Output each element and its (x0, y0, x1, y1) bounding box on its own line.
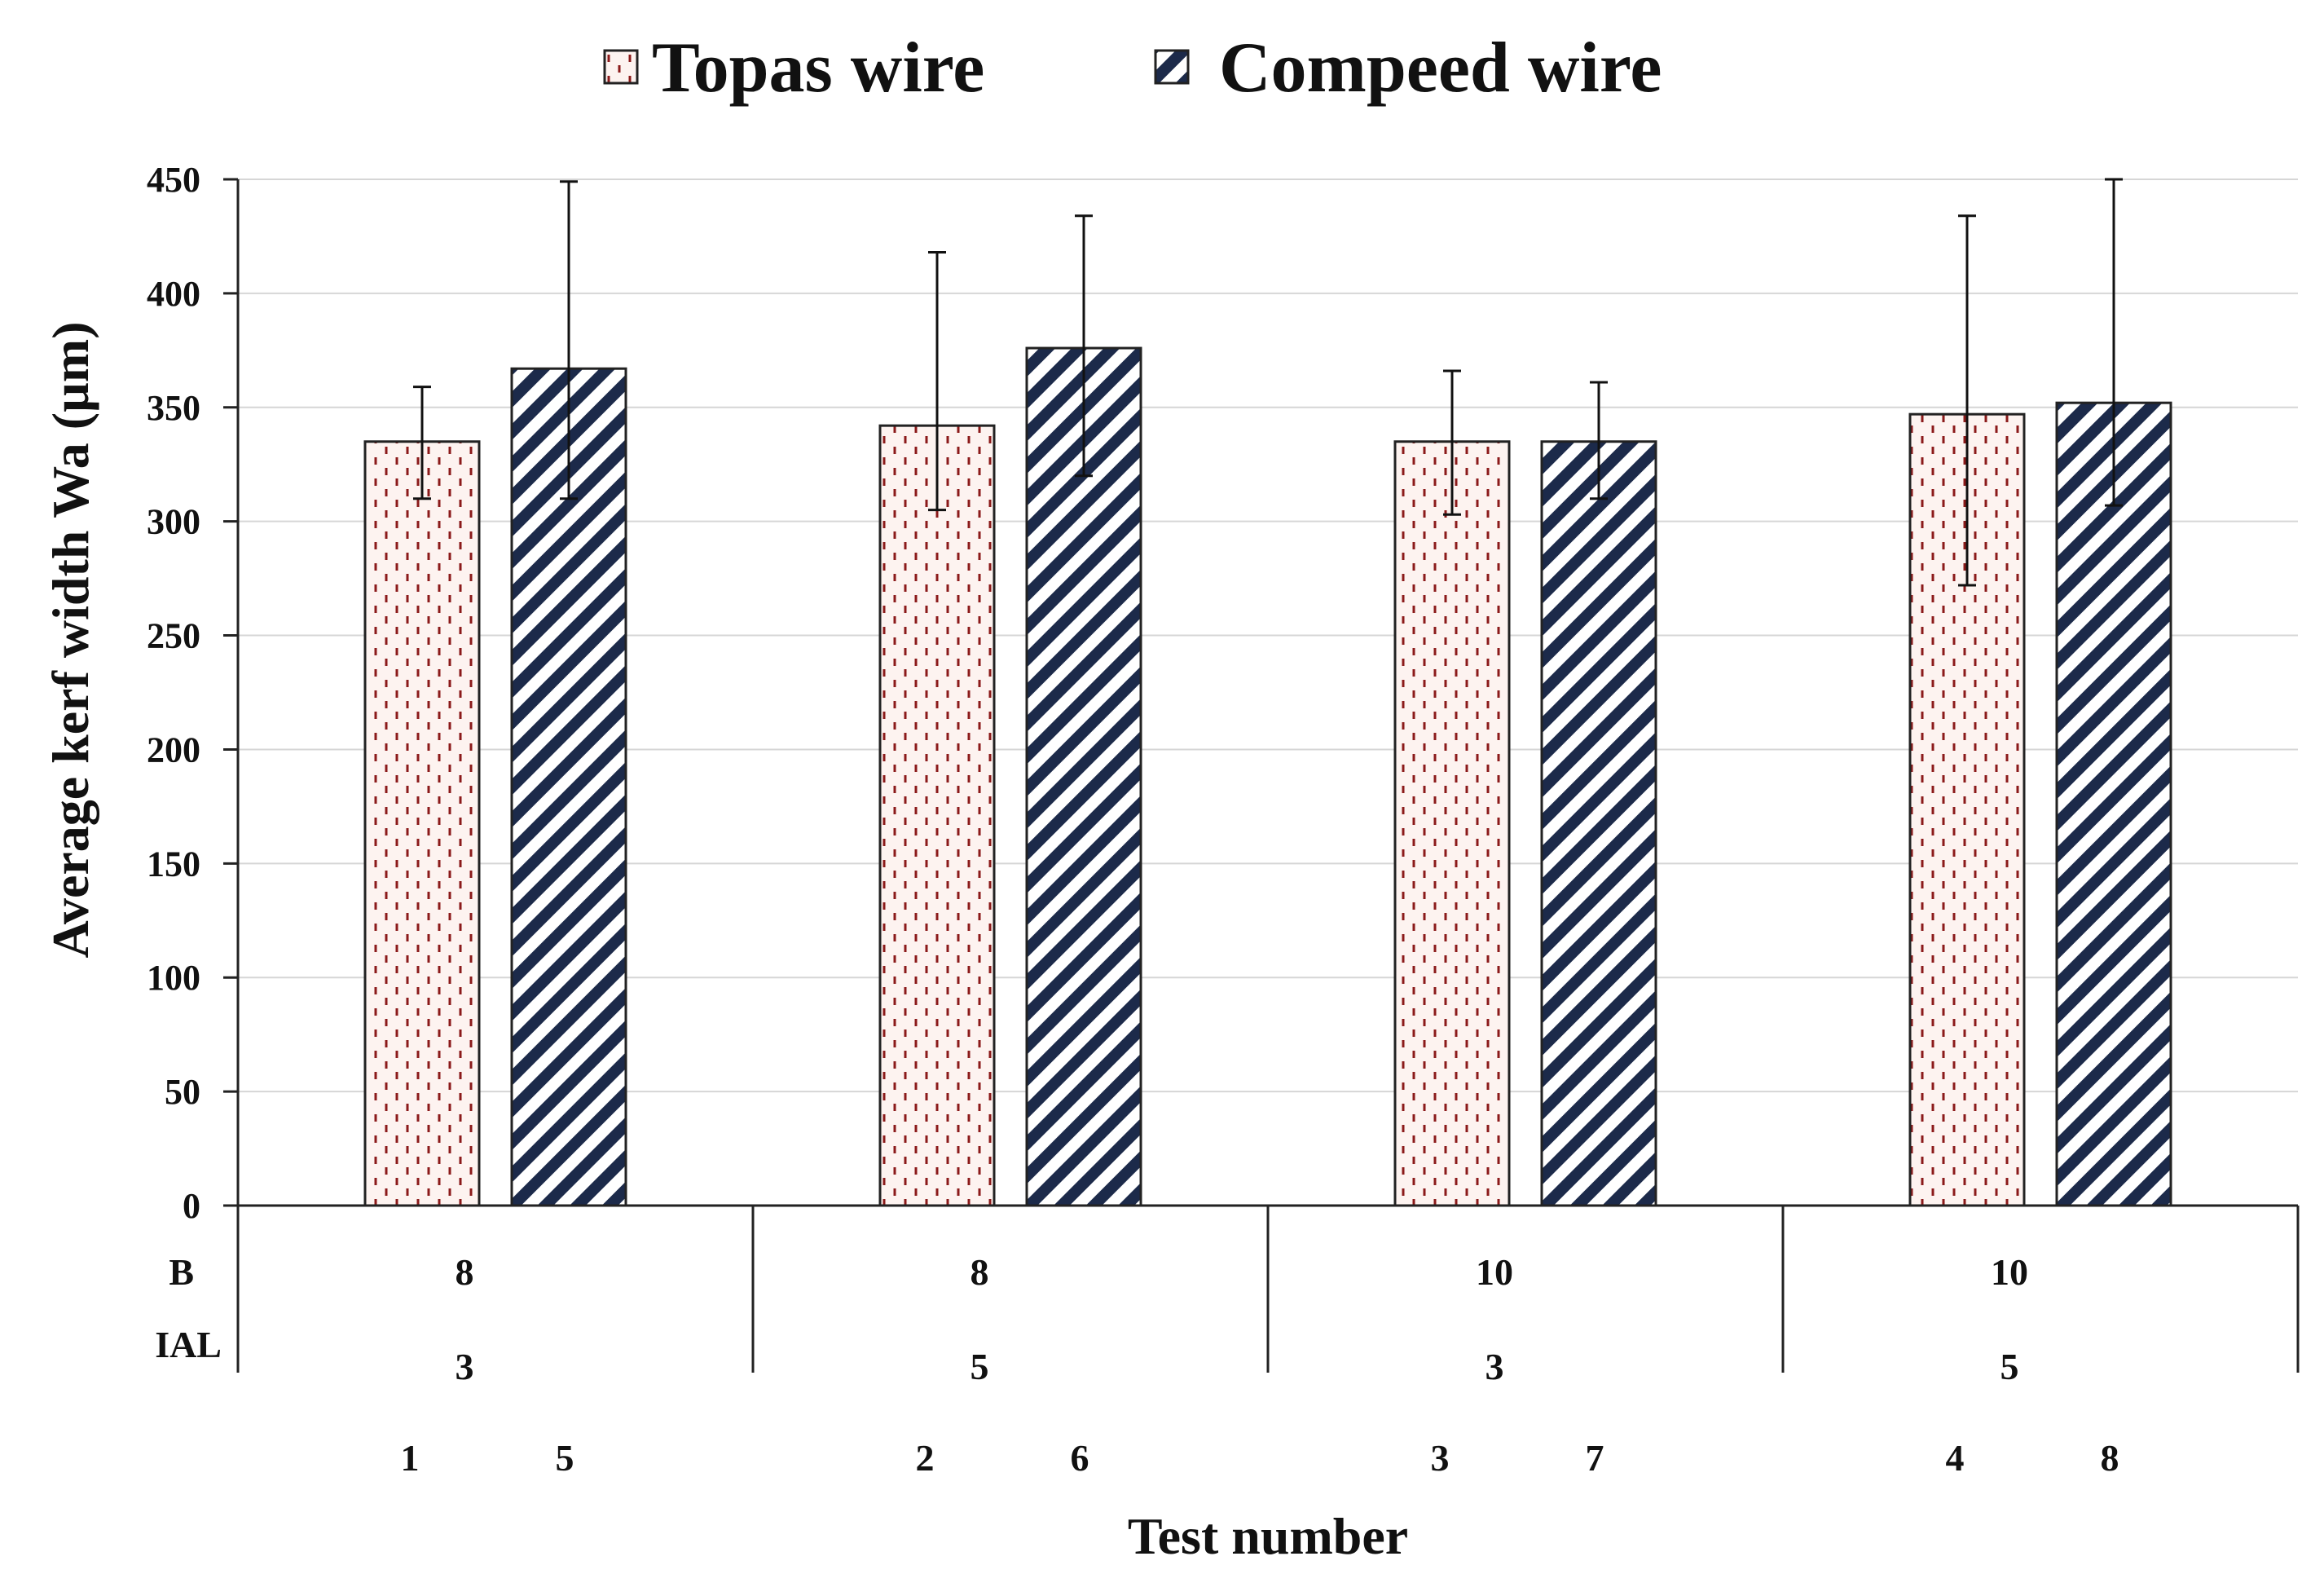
test-number-label: 4 (1946, 1437, 1965, 1479)
bar-topas (878, 424, 996, 1207)
bar-compeed (2055, 401, 2172, 1207)
y-tick-label: 300 (147, 502, 200, 542)
category-ial-value: 5 (2000, 1346, 2019, 1387)
test-number-label: 7 (1586, 1437, 1604, 1479)
test-number-label: 8 (2101, 1437, 2119, 1479)
category-ial-value: 5 (971, 1346, 989, 1387)
category-b-value: 8 (971, 1251, 989, 1293)
category-b-value: 10 (1991, 1251, 2028, 1293)
category-b-value: 10 (1476, 1251, 1513, 1293)
row-label-b: B (169, 1251, 194, 1293)
bar-compeed (1025, 346, 1142, 1207)
y-tick-label: 350 (147, 388, 200, 428)
y-tick-label: 450 (147, 160, 200, 200)
legend: Topas wire Compeed wire (603, 29, 1662, 108)
bars (363, 346, 2172, 1207)
y-tick-label: 400 (147, 274, 200, 314)
y-tick-label: 200 (147, 730, 200, 769)
y-axis-title: Average kerf width Wa (µm) (42, 321, 99, 958)
category-b-value: 8 (456, 1251, 474, 1293)
test-number-label: 2 (916, 1437, 935, 1479)
bar-topas (363, 440, 481, 1207)
y-tick-label: 150 (147, 844, 200, 884)
row-label-ial: IAL (155, 1324, 222, 1365)
category-ial-value: 3 (1486, 1346, 1504, 1387)
y-tick-label: 50 (165, 1072, 200, 1112)
x-axis-title: Test number (1128, 1507, 1408, 1565)
category-ial-value: 3 (456, 1346, 474, 1387)
y-axis-ticks: 0 50 100 150 200 250 300 350 400 450 (147, 160, 238, 1226)
test-number-label: 5 (556, 1437, 574, 1479)
legend-label-topas: Topas wire (652, 29, 984, 108)
y-tick-label: 100 (147, 958, 200, 998)
bar-compeed (1540, 440, 1657, 1207)
y-tick-label: 0 (183, 1186, 200, 1226)
bar-topas (1393, 440, 1511, 1207)
axes (223, 179, 2300, 1373)
legend-swatch-compeed (1154, 49, 1190, 85)
y-tick-label: 250 (147, 616, 200, 656)
test-number-label: 1 (401, 1437, 420, 1479)
test-number-label: 6 (1071, 1437, 1089, 1479)
legend-swatch-topas (603, 49, 639, 85)
legend-label-compeed: Compeed wire (1219, 29, 1662, 108)
category-labels: B IAL 8 3 1 5 8 5 2 6 10 3 3 7 10 5 4 8 (155, 1251, 2119, 1479)
error-bars (413, 178, 2123, 587)
test-number-label: 3 (1431, 1437, 1450, 1479)
